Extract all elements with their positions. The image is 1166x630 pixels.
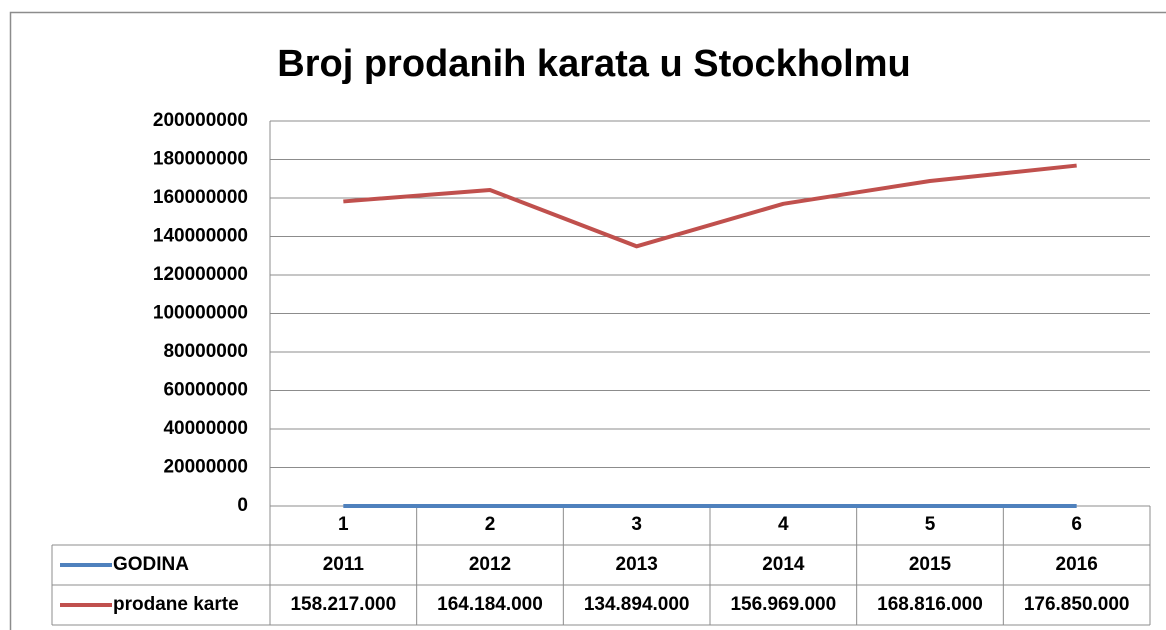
- x-tick-label: 4: [778, 514, 789, 535]
- table-value: 2012: [469, 554, 511, 575]
- table-value: 2014: [762, 554, 805, 575]
- table-value: 134.894.000: [584, 594, 690, 615]
- y-tick-label: 40000000: [163, 418, 248, 439]
- x-tick-label: 2: [485, 514, 496, 535]
- table-value: 2011: [323, 554, 365, 575]
- x-tick-label: 1: [338, 514, 349, 535]
- y-tick-label: 80000000: [163, 341, 248, 362]
- series-line: [343, 163, 1077, 249]
- table-value: 2013: [616, 554, 658, 575]
- y-tick-label: 60000000: [163, 380, 248, 401]
- table-value: 2015: [909, 554, 952, 575]
- table-value: 158.217.000: [290, 594, 396, 615]
- chart-frame: [9, 11, 1166, 630]
- y-tick-label: 160000000: [153, 187, 248, 208]
- legend-label: prodane karte: [113, 594, 239, 615]
- table-value: 156.969.000: [730, 594, 836, 615]
- y-tick-label: 100000000: [153, 303, 248, 324]
- table-value: 168.816.000: [877, 594, 983, 615]
- table-value: 176.850.000: [1024, 594, 1130, 615]
- y-tick-label: 20000000: [163, 457, 248, 478]
- y-tick-label: 0: [237, 495, 248, 516]
- table-value: 2016: [1056, 554, 1098, 575]
- x-tick-label: 3: [631, 514, 642, 535]
- y-tick-label: 180000000: [153, 149, 248, 170]
- table-value: 164.184.000: [437, 594, 543, 615]
- x-tick-label: 6: [1071, 514, 1082, 535]
- y-tick-label: 140000000: [153, 226, 248, 247]
- chart-title: Broj prodanih karata u Stockholmu: [277, 43, 910, 85]
- legend-label: GODINA: [113, 554, 189, 575]
- x-tick-label: 5: [925, 514, 936, 535]
- y-tick-label: 200000000: [153, 110, 248, 131]
- y-tick-label: 120000000: [153, 264, 248, 285]
